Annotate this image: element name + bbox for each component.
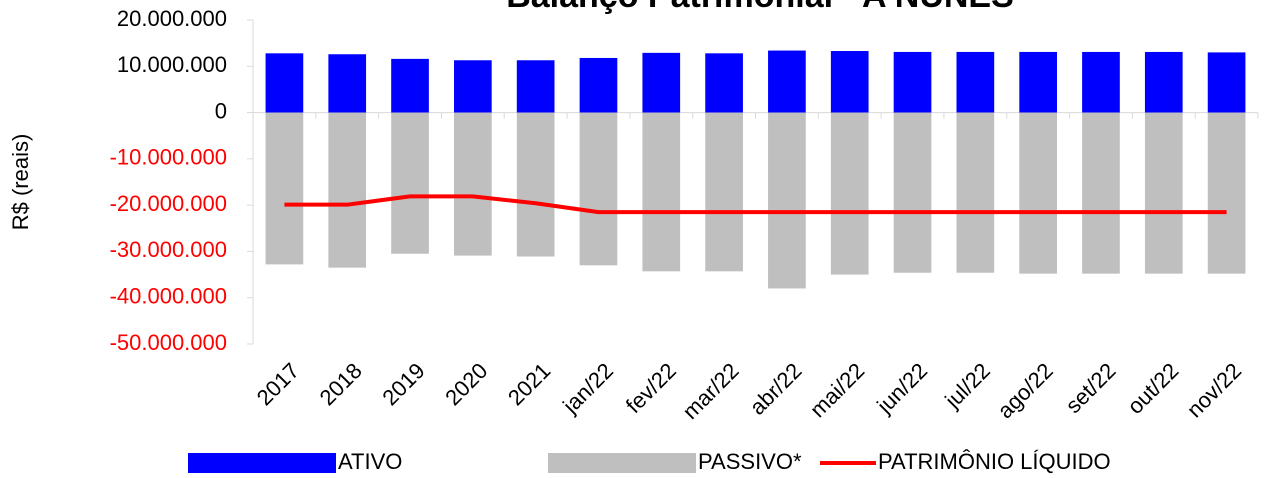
bar	[328, 54, 367, 113]
bar	[1144, 51, 1183, 113]
x-tick-label: mai/22	[805, 358, 869, 422]
bar	[830, 112, 869, 275]
bar	[705, 112, 743, 272]
bar	[1207, 52, 1246, 113]
legend-swatch	[548, 453, 696, 473]
bar	[1207, 112, 1246, 274]
bar	[830, 51, 869, 113]
x-tick-label: 2018	[315, 358, 367, 410]
y-tick-label: -30.000.000	[110, 237, 227, 262]
y-tick-label: -20.000.000	[110, 191, 227, 216]
bar	[265, 112, 304, 265]
x-tick-label: 2019	[377, 358, 429, 410]
bar	[516, 60, 555, 113]
x-tick-label: out/22	[1122, 358, 1183, 419]
x-tick-label: fev/22	[621, 358, 681, 418]
bar	[642, 112, 681, 272]
y-tick-label: -10.000.000	[110, 145, 227, 170]
bar	[454, 60, 492, 113]
bar	[705, 53, 743, 113]
x-tick-label: ago/22	[993, 358, 1058, 423]
bar	[391, 112, 429, 254]
bar	[454, 112, 492, 256]
x-tick-label: 2021	[503, 358, 555, 410]
x-tick-label: jan/22	[557, 358, 618, 419]
bar	[579, 57, 618, 113]
x-tick-label: set/22	[1061, 358, 1121, 418]
y-tick-label: 0	[215, 98, 227, 123]
line	[284, 194, 1227, 215]
bar	[579, 112, 618, 266]
x-tick-label: 2020	[440, 358, 492, 410]
x-tick-label: 2017	[252, 358, 304, 410]
legend-label: PASSIVO*	[698, 449, 802, 474]
x-tick-label: nov/22	[1182, 358, 1246, 422]
x-tick-label: jul/22	[939, 358, 995, 414]
y-tick-label: -40.000.000	[110, 284, 227, 309]
bar	[265, 53, 304, 113]
x-tick-label: abr/22	[745, 358, 807, 420]
bar	[642, 52, 681, 113]
y-tick-label: 10.000.000	[117, 52, 227, 77]
bar	[893, 51, 932, 113]
bar	[1082, 51, 1120, 113]
bar	[893, 112, 932, 273]
bar	[768, 50, 806, 113]
bar	[1019, 112, 1057, 274]
x-tick-label: jun/22	[871, 358, 932, 419]
y-tick-label: -50.000.000	[110, 330, 227, 355]
bar	[1082, 112, 1120, 274]
bar	[956, 112, 995, 273]
bar	[956, 51, 995, 113]
x-tick-label: mar/22	[678, 358, 744, 424]
y-tick-label: 20.000.000	[117, 6, 227, 31]
bar	[328, 112, 367, 268]
bar	[1144, 112, 1183, 274]
legend-label: PATRIMÔNIO LÍQUIDO	[878, 449, 1111, 474]
bar	[768, 112, 806, 289]
bar	[516, 112, 555, 257]
bar	[391, 58, 429, 113]
chart-title: Balanço Patrimonial - A NUNES	[506, 0, 1014, 15]
y-axis-label: R$ (reais)	[8, 134, 33, 231]
bar	[1019, 51, 1057, 113]
legend-swatch	[188, 453, 336, 473]
legend-label: ATIVO	[338, 449, 402, 474]
